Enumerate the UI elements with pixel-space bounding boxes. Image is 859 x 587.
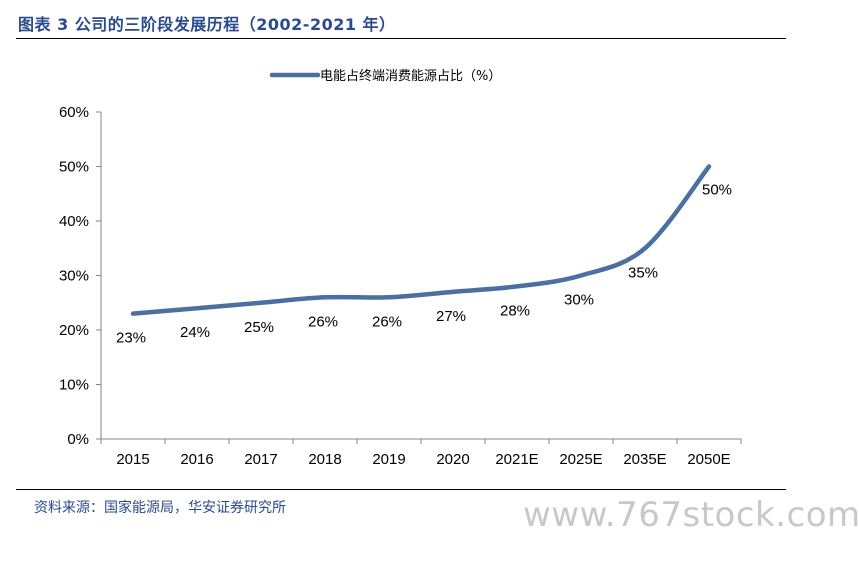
x-tick-label: 2035E xyxy=(623,451,666,468)
chart-axes: 0% 10% 20% 30% 40% 50% 60% 2015 2016 2017 2018 2019… xyxy=(59,104,742,468)
chart-series: 23% 24% 25% 26% 26% 27% 28% 30% 35% 50% xyxy=(116,164,732,347)
data-label: 23% xyxy=(116,330,146,347)
x-tick-label: 2050E xyxy=(687,451,730,468)
x-tick-label: 2017 xyxy=(244,451,277,468)
data-label: 28% xyxy=(500,302,530,319)
data-label: 25% xyxy=(244,319,274,336)
source-divider xyxy=(16,489,786,490)
y-tick-label: 20% xyxy=(59,322,89,339)
data-label: 26% xyxy=(308,313,338,330)
x-tick-label: 2015 xyxy=(116,451,149,468)
y-tick-label: 30% xyxy=(59,268,89,285)
data-label: 50% xyxy=(702,182,732,199)
chart-legend: 电能占终端消费能源占比（%） xyxy=(269,68,501,84)
data-label: 27% xyxy=(436,308,466,325)
y-tick-label: 0% xyxy=(67,431,89,448)
data-label: 35% xyxy=(628,264,658,281)
x-tick-label: 2016 xyxy=(180,451,213,468)
legend-label: 电能占终端消费能源占比（%） xyxy=(320,68,501,84)
title-divider xyxy=(16,38,786,39)
y-tick-label: 60% xyxy=(59,104,89,121)
y-tick-label: 50% xyxy=(59,159,89,176)
data-label: 30% xyxy=(564,292,594,309)
y-tick-label: 40% xyxy=(59,213,89,230)
watermark: www.767stock.com xyxy=(523,495,859,535)
x-tick-label: 2020 xyxy=(436,451,469,468)
data-label: 24% xyxy=(180,324,210,341)
x-tick-label: 2018 xyxy=(308,451,341,468)
figure-title: 图表 3 公司的三阶段发展历程（2002-2021 年） xyxy=(18,15,396,34)
y-tick-label: 10% xyxy=(59,377,89,394)
data-label: 26% xyxy=(372,313,402,330)
series-line xyxy=(130,164,712,316)
x-tick-label: 2019 xyxy=(372,451,405,468)
x-tick-label: 2025E xyxy=(559,451,602,468)
source-note: 资料来源：国家能源局，华安证券研究所 xyxy=(34,500,286,516)
x-tick-label: 2021E xyxy=(495,451,538,468)
